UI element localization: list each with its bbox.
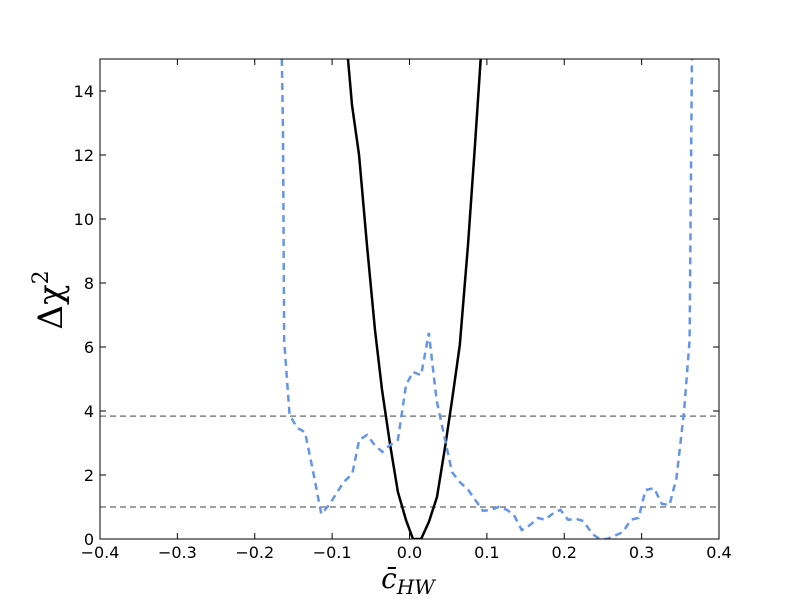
x-label-sub: HW (396, 575, 436, 599)
x-tick-label: −0.4 (81, 543, 120, 562)
y-tick-label: 12 (74, 146, 94, 165)
x-axis-label: c̄HW (381, 562, 436, 599)
y-tick-label: 0 (84, 530, 94, 549)
x-tick-label: −0.1 (313, 543, 352, 562)
y-tick-label: 14 (74, 82, 94, 101)
data-line (346, 59, 482, 539)
x-tick-label: 0.4 (706, 543, 731, 562)
y-tick-label: 2 (84, 466, 94, 485)
y-label-sup: 2 (29, 270, 54, 284)
y-tick-label: 8 (84, 274, 94, 293)
x-tick-label: 0.0 (397, 543, 422, 562)
x-tick-label: 0.3 (629, 543, 654, 562)
data-line (280, 59, 694, 539)
y-tick-label: 10 (74, 210, 94, 229)
x-tick-label: 0.1 (474, 543, 499, 562)
plot-frame (99, 58, 720, 540)
y-tick-label: 6 (84, 338, 94, 357)
x-label-base: c̄ (381, 562, 397, 595)
y-label-base: Δχ (31, 284, 71, 329)
x-tick-label: −0.3 (158, 543, 197, 562)
x-tick-label: 0.2 (552, 543, 577, 562)
y-axis-label: Δχ2 (29, 270, 71, 329)
x-tick-label: −0.2 (235, 543, 274, 562)
y-tick-label: 4 (84, 402, 94, 421)
